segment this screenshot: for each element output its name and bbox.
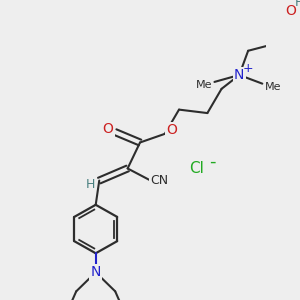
Text: +: + (243, 61, 254, 75)
Text: H: H (86, 178, 95, 190)
Text: Me: Me (196, 80, 212, 90)
Text: O: O (103, 122, 114, 136)
Text: -: - (209, 152, 216, 170)
Text: N: N (234, 68, 244, 82)
Text: N: N (91, 265, 101, 279)
Text: H: H (295, 0, 300, 9)
Text: CN: CN (151, 174, 169, 187)
Text: O: O (167, 123, 177, 137)
Text: Cl: Cl (189, 161, 204, 176)
Text: O: O (285, 4, 296, 18)
Text: Me: Me (265, 82, 281, 92)
